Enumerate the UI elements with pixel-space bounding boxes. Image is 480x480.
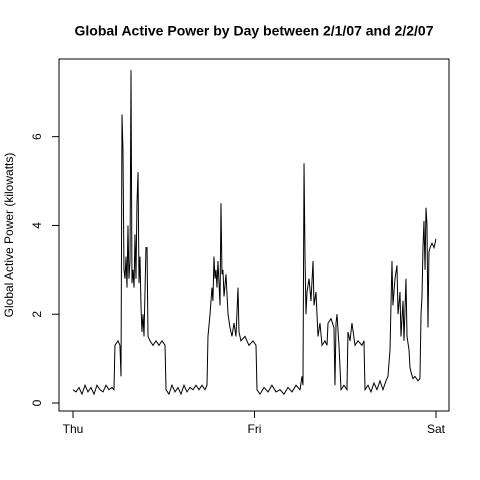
data-line	[72, 70, 437, 396]
y-tick-label: 2	[30, 311, 44, 318]
chart-title: Global Active Power by Day between 2/1/0…	[75, 23, 434, 39]
x-tick-label: Fri	[247, 422, 261, 436]
y-tick-label: 6	[30, 133, 44, 140]
x-tick-label: Thu	[63, 422, 84, 436]
x-tick-label: Sat	[427, 422, 446, 436]
y-tick-label: 4	[30, 222, 44, 229]
y-tick-label: 0	[30, 399, 44, 406]
y-axis-label: Global Active Power (kilowatts)	[2, 153, 16, 318]
